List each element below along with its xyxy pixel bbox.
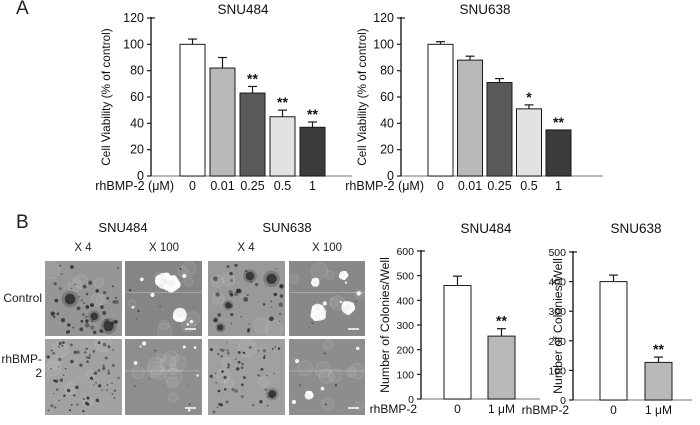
snu484-x4-control-micrograph: [45, 261, 122, 336]
svg-text:0.25: 0.25: [487, 179, 511, 193]
viability-snu638-chart: 0 20 40 60 80 100 120 Cell Viability (% of cont…: [345, 11, 603, 193]
svg-text:0: 0: [437, 179, 444, 193]
svg-text:rhBMP-2: rhBMP-2: [370, 402, 418, 416]
svg-text:500: 500: [548, 247, 566, 259]
mag-label-x4-snu484: X 4: [74, 242, 92, 254]
snu484-x100-rhbmp2-micrograph: [125, 339, 202, 415]
panel-b-group-title-snu484: SNU484: [98, 220, 148, 235]
svg-text:100: 100: [123, 37, 144, 51]
mag-label-x4-sun638: X 4: [237, 242, 255, 254]
svg-text:200: 200: [396, 345, 414, 357]
svg-text:Cell Viability (% of control): Cell Viability (% of control): [99, 28, 113, 166]
svg-text:600: 600: [396, 246, 414, 258]
svg-text:120: 120: [123, 11, 144, 25]
svg-text:0: 0: [189, 179, 196, 193]
svg-text:**: **: [496, 313, 507, 329]
mag-label-x100-snu484: X 100: [148, 242, 180, 254]
svg-text:40: 40: [380, 116, 394, 130]
viability-snu484-chart: 0 20 40 60 80 100 120 Cell Viability (% of cont…: [95, 11, 352, 193]
svg-text:*: *: [526, 89, 532, 105]
svg-text:**: **: [307, 106, 318, 122]
svg-text:rhBMP-2: rhBMP-2: [522, 403, 570, 417]
snu484-x4-rhbmp2-micrograph: [45, 339, 122, 415]
chart-title-viability-snu638: SNU638: [459, 2, 511, 17]
svg-text:300: 300: [396, 320, 414, 332]
svg-text:20: 20: [130, 143, 144, 157]
colonies-snu484-chart: 0 100 200 300 400 500 600 Number of Colonies/We…: [370, 246, 540, 416]
svg-text:0: 0: [137, 169, 144, 183]
svg-text:300: 300: [548, 306, 566, 318]
panel-b-label: B: [16, 212, 29, 233]
row-label-rhbmp2: rhBMP-2: [1, 352, 42, 380]
svg-text:0.5: 0.5: [520, 179, 537, 193]
sun638-x100-control-micrograph: [289, 261, 365, 336]
svg-text:100: 100: [396, 369, 414, 381]
svg-text:400: 400: [548, 277, 566, 289]
svg-text:20: 20: [380, 143, 394, 157]
sun638-x4-control-micrograph: [208, 261, 285, 336]
svg-text:60: 60: [380, 90, 394, 104]
svg-text:1 μM: 1 μM: [645, 403, 672, 417]
svg-text:1: 1: [555, 179, 562, 193]
svg-text:1 μM: 1 μM: [488, 402, 515, 416]
svg-text:500: 500: [396, 271, 414, 283]
svg-text:0: 0: [408, 394, 414, 406]
svg-text:rhBMP-2 (μM): rhBMP-2 (μM): [345, 179, 424, 193]
panel-a-label: A: [16, 0, 29, 19]
svg-text:0: 0: [454, 402, 461, 416]
snu484-x100-control-micrograph: [125, 261, 202, 336]
svg-text:60: 60: [130, 90, 144, 104]
svg-text:0: 0: [387, 169, 394, 183]
svg-text:Number of Colonies/Well: Number of Colonies/Well: [551, 258, 565, 394]
svg-text:**: **: [653, 341, 664, 357]
svg-text:120: 120: [373, 11, 394, 25]
svg-text:40: 40: [130, 116, 144, 130]
svg-text:rhBMP-2 (μM): rhBMP-2 (μM): [95, 179, 174, 193]
chart-title-viability-snu484: SNU484: [217, 2, 269, 17]
svg-text:0.01: 0.01: [210, 179, 234, 193]
panel-b-group-title-sun638: SUN638: [262, 220, 312, 235]
svg-text:400: 400: [396, 295, 414, 307]
svg-text:100: 100: [548, 365, 566, 377]
svg-text:0.25: 0.25: [240, 179, 264, 193]
svg-text:80: 80: [380, 64, 394, 78]
svg-text:1: 1: [309, 179, 316, 193]
svg-text:**: **: [277, 94, 288, 110]
row-label-control: Control: [3, 291, 42, 305]
svg-text:Cell Viability (% of control): Cell Viability (% of control): [355, 28, 369, 166]
svg-text:100: 100: [373, 37, 394, 51]
svg-text:200: 200: [548, 336, 566, 348]
svg-text:0: 0: [610, 403, 617, 417]
mag-label-x100-sun638: X 100: [311, 242, 343, 254]
svg-text:0.5: 0.5: [274, 179, 291, 193]
sun638-x4-rhbmp2-micrograph: [208, 339, 285, 415]
svg-text:**: **: [247, 70, 258, 86]
svg-text:**: **: [553, 114, 564, 130]
svg-text:0: 0: [560, 395, 566, 407]
sun638-x100-rhbmp2-micrograph: [289, 339, 365, 415]
svg-text:0.01: 0.01: [458, 179, 482, 193]
svg-text:80: 80: [130, 64, 144, 78]
chart-title-colonies-snu484: SNU484: [460, 221, 512, 236]
svg-text:Number of Colonies/Well: Number of Colonies/Well: [378, 257, 392, 393]
chart-title-colonies-snu638: SNU638: [610, 221, 662, 236]
